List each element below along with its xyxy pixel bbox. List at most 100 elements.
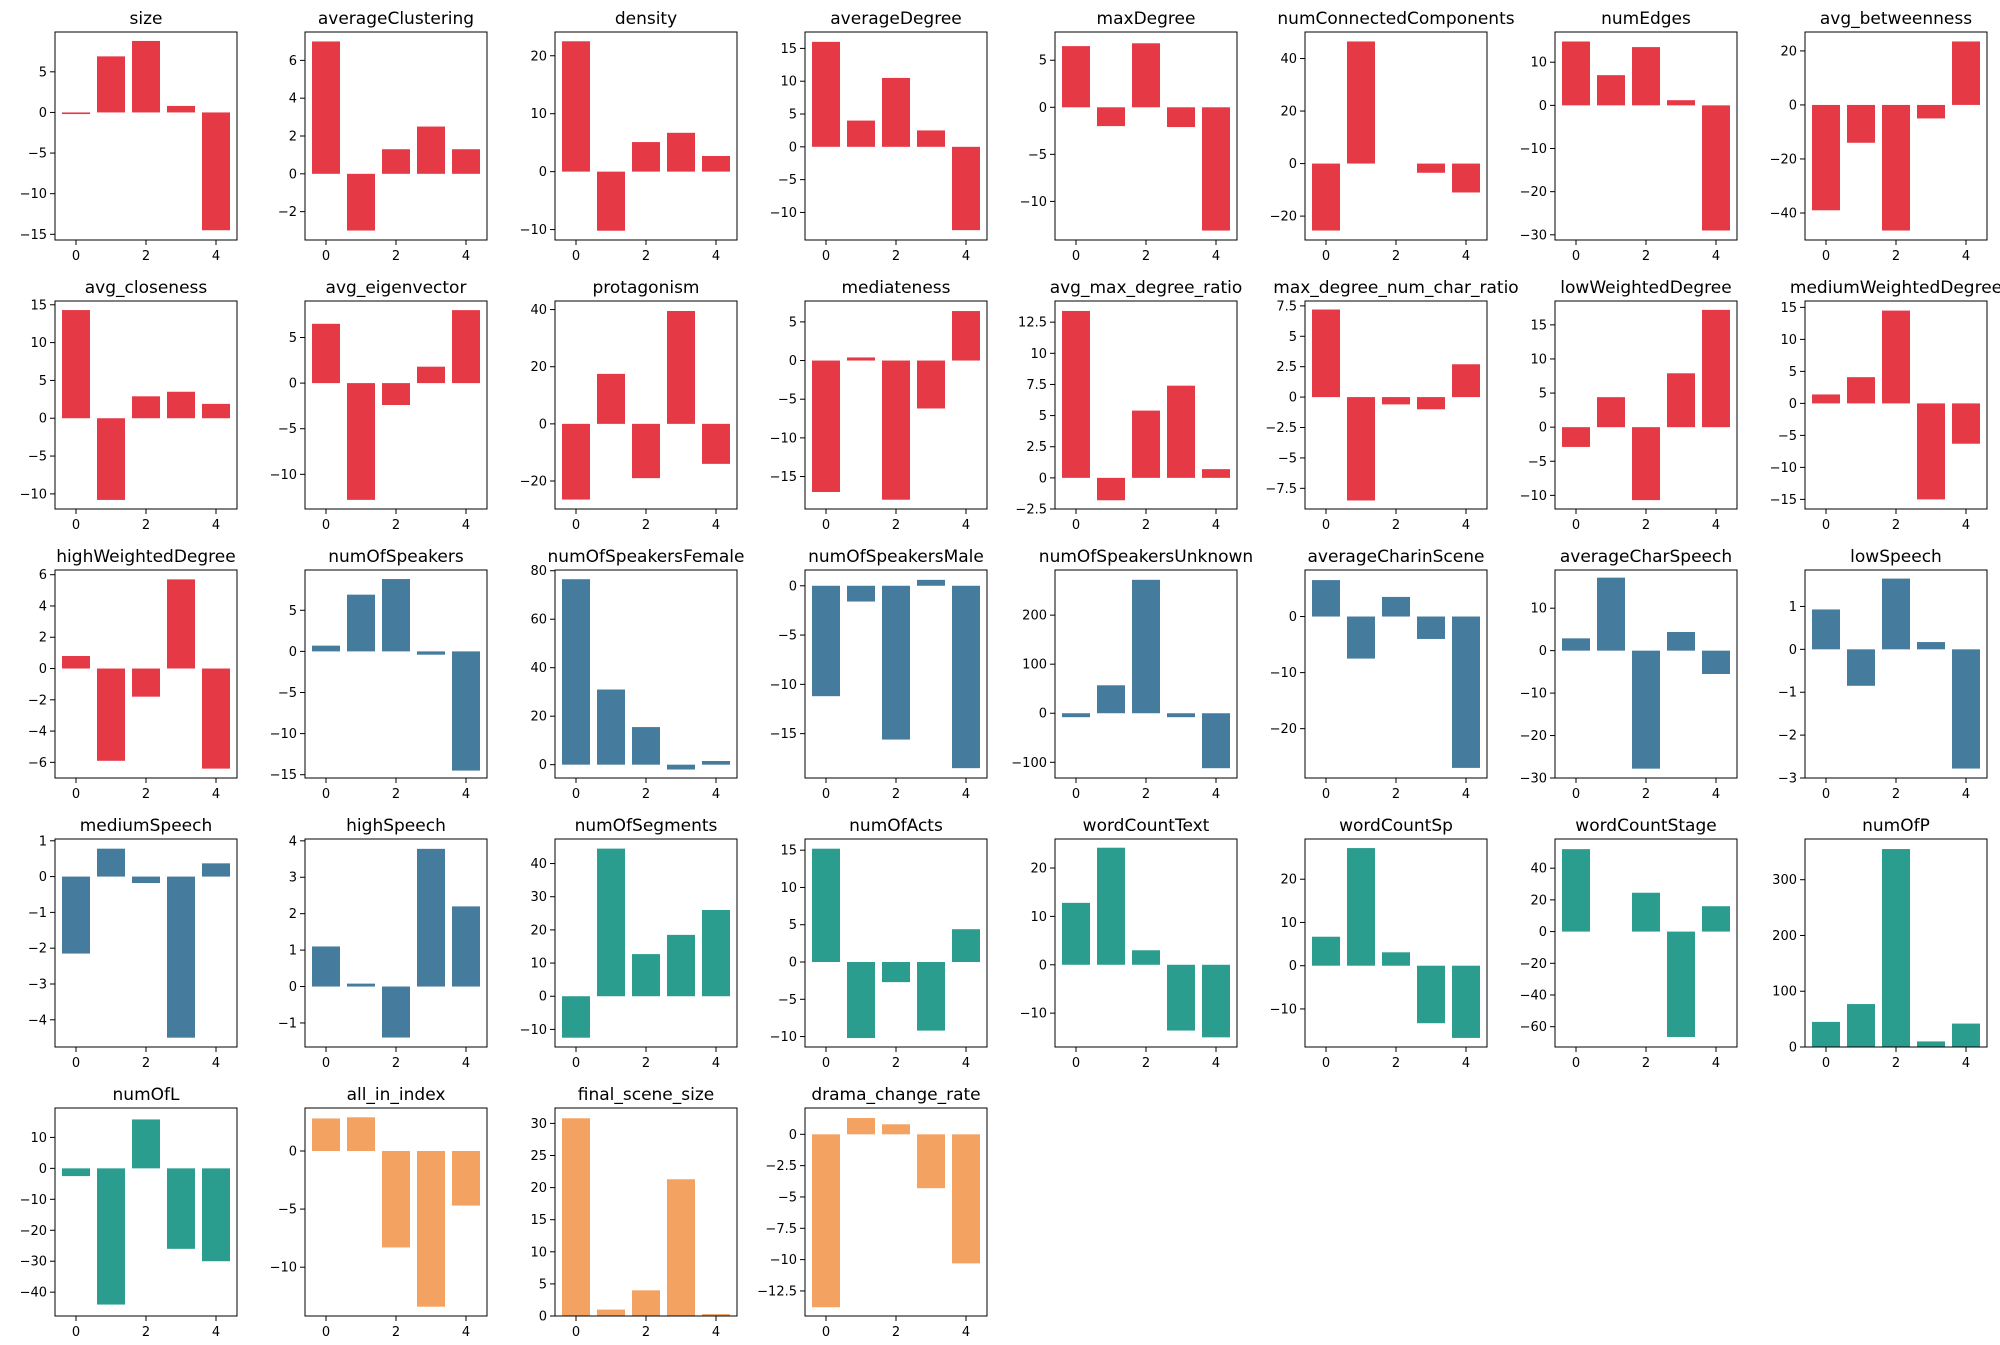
y-tick-label: 3: [289, 871, 297, 886]
y-tick-label: −10: [520, 1023, 547, 1038]
subplot-numOfL: numOfL −40 −30 −20 −10 0 10 0 2 4: [20, 1085, 238, 1340]
subplot-title: numOfSpeakersMale: [808, 547, 984, 567]
bar-lowSpeech-2: [1882, 578, 1910, 650]
subplot-title: mediumSpeech: [80, 816, 213, 836]
y-tick-label: −5: [278, 686, 297, 701]
subplot-avg_max_degree_ratio: avg_max_degree_ratio −2.5 0 2.5 5 7.5 10 12.5 0 2…: [1015, 278, 1242, 533]
bar-max_degree_num_char_ratio-3: [1417, 397, 1445, 410]
subplot-title: density: [615, 9, 677, 29]
bar-lowSpeech-0: [1812, 609, 1840, 650]
subplot-title: wordCountText: [1083, 816, 1210, 836]
subplot-max_degree_num_char_ratio: max_degree_num_char_ratio −7.5 −5 −2.5 0 2.5 5…: [1265, 278, 1518, 533]
x-tick-label: 2: [142, 1325, 150, 1340]
subplot-title: numOfSpeakersFemale: [548, 547, 745, 567]
x-tick-label: 2: [1392, 1056, 1400, 1071]
bar-wordCountText-3: [1167, 964, 1195, 1031]
bar-numOfSpeakersUnknown-4: [1202, 713, 1230, 769]
y-tick-label: −10: [270, 727, 297, 742]
y-tick-label: 100: [1772, 985, 1797, 1000]
bar-avg_max_degree_ratio-3: [1167, 385, 1195, 478]
y-tick-label: −5: [778, 629, 797, 644]
bar-size-1: [97, 56, 125, 113]
subplot-averageCharinScene: averageCharinScene −20 −10 0 0 2 4: [1270, 547, 1488, 802]
x-tick-label: 4: [462, 518, 470, 533]
bar-protagonism-3: [667, 311, 695, 424]
bar-avg_eigenvector-0: [312, 323, 340, 384]
bar-avg_closeness-2: [132, 396, 160, 419]
bar-numConnectedComponents-3: [1417, 163, 1445, 173]
bar-numOfActs-2: [882, 962, 910, 983]
y-tick-label: 5: [289, 331, 297, 346]
y-tick-label: 0: [39, 106, 47, 121]
y-tick-label: 25: [530, 1149, 547, 1164]
bar-lowWeightedDegree-0: [1562, 427, 1590, 447]
y-tick-label: 7.5: [1026, 378, 1047, 393]
bar-wordCountStage-4: [1702, 906, 1730, 932]
subplot-title: avg_betweenness: [1820, 9, 1972, 29]
y-tick-label: 0: [539, 1310, 547, 1325]
y-tick-label: −4: [28, 725, 47, 740]
x-tick-label: 4: [1462, 249, 1470, 264]
y-tick-label: −2.5: [1015, 503, 1047, 518]
y-tick-label: 0: [1789, 397, 1797, 412]
y-tick-label: −5: [778, 993, 797, 1008]
y-tick-label: 0: [1289, 959, 1297, 974]
x-tick-label: 0: [1822, 518, 1830, 533]
bar-averageClustering-0: [312, 41, 340, 174]
x-tick-label: 4: [462, 1056, 470, 1071]
y-tick-label: 1: [289, 944, 297, 959]
subplot-title: protagonism: [593, 278, 700, 298]
y-tick-label: 5: [1289, 330, 1297, 345]
y-tick-label: 0: [39, 1162, 47, 1177]
y-tick-label: 5: [1789, 365, 1797, 380]
bar-final_scene_size-2: [632, 1290, 660, 1316]
y-tick-label: 2.5: [1276, 360, 1297, 375]
bar-drama_change_rate-1: [847, 1118, 875, 1135]
y-tick-label: 0: [539, 417, 547, 432]
bar-numOfSpeakersFemale-2: [632, 727, 660, 765]
bar-numOfP-2: [1882, 849, 1910, 1047]
subplot-lowWeightedDegree: lowWeightedDegree −10 −5 0 5 10 15 0 2 4: [1520, 278, 1738, 533]
x-tick-label: 2: [892, 518, 900, 533]
x-tick-label: 2: [392, 1325, 400, 1340]
y-tick-label: −15: [770, 727, 797, 742]
x-tick-label: 2: [1892, 1056, 1900, 1071]
y-tick-label: 100: [1022, 658, 1047, 673]
y-tick-label: 5: [39, 65, 47, 80]
y-tick-label: 0: [39, 870, 47, 885]
bar-size-2: [132, 40, 160, 113]
y-tick-label: −10: [1520, 687, 1547, 702]
subplot-mediumSpeech: mediumSpeech −4 −3 −2 −1 0 1 0 2 4: [28, 816, 238, 1071]
y-tick-label: 10: [1030, 910, 1047, 925]
y-tick-label: −5: [1278, 451, 1297, 466]
y-tick-label: 0: [789, 140, 797, 155]
x-tick-label: 2: [1392, 787, 1400, 802]
bar-mediumWeightedDegree-4: [1952, 403, 1980, 444]
bar-averageDegree-2: [882, 77, 910, 147]
x-tick-label: 2: [142, 1056, 150, 1071]
y-tick-label: 5: [1539, 387, 1547, 402]
x-tick-label: 4: [712, 787, 720, 802]
y-tick-label: 10: [1530, 352, 1547, 367]
y-tick-label: −30: [20, 1255, 47, 1270]
y-tick-label: 2: [289, 130, 297, 145]
x-tick-label: 4: [212, 1056, 220, 1071]
subplot-title: numOfP: [1862, 816, 1930, 836]
y-tick-label: 0: [1789, 643, 1797, 658]
y-tick-label: −10: [270, 468, 297, 483]
x-tick-label: 2: [142, 249, 150, 264]
y-tick-label: −20: [520, 475, 547, 490]
bar-protagonism-0: [562, 423, 590, 500]
y-tick-label: 10: [30, 336, 47, 351]
y-tick-label: −20: [1270, 722, 1297, 737]
bar-numOfActs-3: [917, 962, 945, 1031]
x-tick-label: 0: [1072, 787, 1080, 802]
x-tick-label: 0: [1822, 1056, 1830, 1071]
bar-highSpeech-0: [312, 946, 340, 987]
x-tick-label: 0: [1822, 787, 1830, 802]
x-tick-label: 2: [1892, 249, 1900, 264]
subplot-numEdges: numEdges −30 −20 −10 0 10 0 2 4: [1520, 9, 1738, 264]
x-tick-label: 0: [1572, 787, 1580, 802]
bar-numOfP-3: [1917, 1041, 1945, 1047]
subplot-title: mediateness: [841, 278, 950, 298]
